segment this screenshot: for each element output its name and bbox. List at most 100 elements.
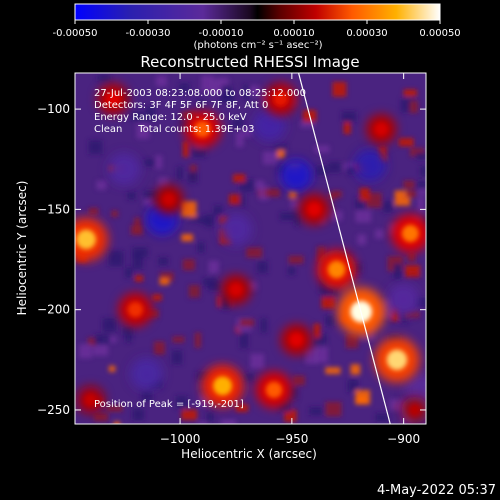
heatmap-cell xyxy=(198,217,209,224)
heatmap-cell xyxy=(198,421,207,424)
x-tick-label: −1000 xyxy=(160,432,201,446)
heatmap-cell xyxy=(417,197,425,212)
heatmap-cell xyxy=(390,306,399,322)
chart-title: Reconstructed RHESSI Image xyxy=(140,53,359,71)
heatmap-cell xyxy=(246,247,263,258)
heatmap-cell xyxy=(243,84,250,100)
heatmap-cell xyxy=(113,421,120,424)
heatmap-cell xyxy=(96,180,107,190)
heatmap-cell xyxy=(404,310,420,318)
heatmap-cell xyxy=(220,294,232,310)
heatmap-cell xyxy=(136,123,150,139)
heatmap-cell xyxy=(332,81,347,97)
y-tick-label: −250 xyxy=(37,403,70,417)
heatmap-cell xyxy=(393,263,402,280)
heatmap-cell xyxy=(341,111,357,123)
heatmap-cell xyxy=(420,165,426,177)
heatmap-cell xyxy=(158,177,169,188)
y-tick-label: −150 xyxy=(37,202,70,216)
heatmap-cell xyxy=(309,407,324,416)
heatmap-bright-core xyxy=(401,224,420,243)
heatmap-cell xyxy=(418,188,426,197)
heatmap-cell xyxy=(143,190,159,199)
colorbar: -0.00050 -0.00030 -0.00010 0.00010 0.00030 0.… xyxy=(53,3,461,51)
heatmap-cell xyxy=(244,85,260,96)
heatmap-dim-region xyxy=(354,149,387,182)
heatmap-cell xyxy=(152,294,162,301)
heatmap-cell xyxy=(143,159,156,167)
heatmap-bright-core xyxy=(386,349,408,370)
heatmap-cell xyxy=(176,166,183,180)
heatmap-cell xyxy=(255,180,265,190)
heatmap-cell xyxy=(257,261,268,274)
colorbar-tick-label: 0.00050 xyxy=(419,28,460,39)
annotation-detectors: Detectors: 3F 4F 5F 6F 7F 8F, Att 0 xyxy=(94,100,268,111)
plot-frame xyxy=(74,72,427,425)
heatmap-cell xyxy=(171,350,183,365)
x-tick-label: −900 xyxy=(387,432,420,446)
colorbar-tick-label: -0.00010 xyxy=(199,28,244,39)
info-annotations: 27-Jul-2003 08:23:08.000 to 08:25:12.000… xyxy=(94,88,306,410)
heatmap-cell xyxy=(181,234,194,242)
heatmap-cell xyxy=(127,192,136,200)
heatmap-cell xyxy=(125,334,132,343)
heatmap-cell xyxy=(287,386,299,400)
heatmap-cell xyxy=(265,188,281,197)
heatmap-cell xyxy=(279,212,295,221)
heatmap-cell xyxy=(235,404,249,412)
heatmap-cell xyxy=(92,341,109,356)
heatmap-dim-region xyxy=(108,153,141,186)
heatmap-cell xyxy=(122,326,134,336)
heatmap-cell xyxy=(159,277,170,285)
heatmap-cell xyxy=(94,413,109,422)
colorbar-tick-label: 0.00030 xyxy=(346,28,387,39)
heatmap-cell xyxy=(130,225,144,235)
heatmap-cell xyxy=(239,179,254,192)
heatmap-cell xyxy=(313,323,321,338)
heatmap-cell xyxy=(355,197,365,210)
heatmap-cell xyxy=(300,121,314,128)
x-axis-label: Heliocentric X (arcsec) xyxy=(181,447,317,461)
heatmap-cell xyxy=(189,214,200,222)
heatmap-bright-core xyxy=(289,332,304,347)
heatmap-cell xyxy=(175,395,188,409)
heatmap-cell xyxy=(155,155,163,169)
heatmap-cell xyxy=(398,138,414,147)
heatmap-cell xyxy=(316,246,326,262)
colorbar-tick-label: 0.00010 xyxy=(273,28,314,39)
heatmap-dim-region xyxy=(219,213,252,246)
colorbar-tick-label: -0.00030 xyxy=(126,28,171,39)
heatmap-cell xyxy=(410,148,425,157)
heatmap-cell xyxy=(287,266,296,276)
heatmap-cell xyxy=(321,296,336,309)
heatmap-cell xyxy=(239,333,249,349)
heatmap-cell xyxy=(204,214,214,227)
heatmap-cell xyxy=(180,201,197,218)
heatmap-cell xyxy=(343,121,351,135)
heatmap-cell xyxy=(181,409,198,421)
y-tick-label: −200 xyxy=(37,303,70,317)
heatmap-cell xyxy=(262,151,277,165)
heatmap-cell xyxy=(273,144,288,152)
heatmap-dim-region xyxy=(253,109,286,142)
heatmap-cell xyxy=(352,263,363,273)
heatmap-cell xyxy=(232,174,246,183)
heatmap-cell xyxy=(366,192,382,208)
heatmap-cell xyxy=(314,145,330,153)
heatmap-bright-core xyxy=(105,92,121,107)
heatmap-cell xyxy=(409,100,418,114)
heatmap-cell xyxy=(293,375,305,386)
y-axis-label: Heliocentric Y (arcsec) xyxy=(15,181,29,316)
heatmap-bright-core xyxy=(84,393,98,407)
heatmap-cell xyxy=(389,399,405,411)
heatmap-cell xyxy=(221,419,236,424)
heatmap-cell xyxy=(375,229,384,239)
heatmap-cell xyxy=(188,285,200,298)
heatmap-cell xyxy=(182,141,189,158)
peak-position-label: Position of Peak = [-919,-201] xyxy=(94,399,244,410)
heatmap-cell xyxy=(378,146,387,162)
heatmap-cell xyxy=(290,201,301,208)
heatmap-cell xyxy=(421,297,426,307)
heatmap-cell xyxy=(277,149,285,159)
heatmap-cell xyxy=(132,408,145,421)
